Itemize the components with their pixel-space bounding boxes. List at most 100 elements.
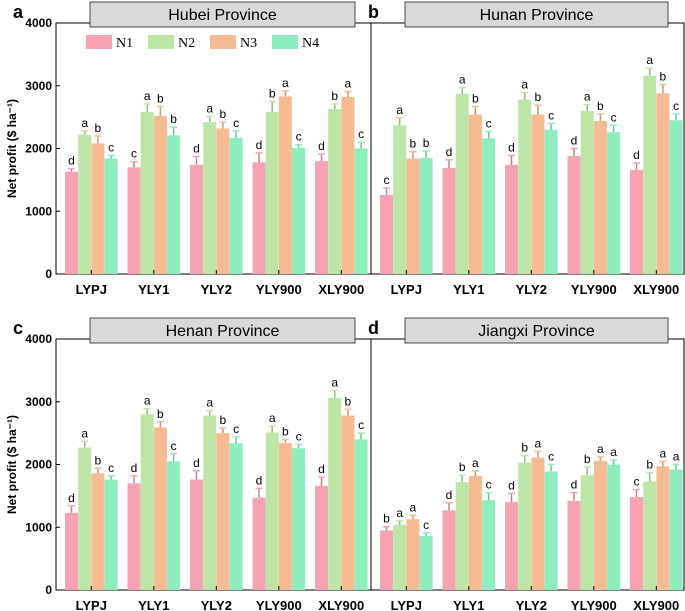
panel-a-letter-N3-XLY900: a — [345, 76, 352, 90]
panel-b-letter-N3-YLY900: b — [597, 99, 604, 113]
panel-a-letter-N2-YLY2: a — [206, 101, 213, 115]
panel-b-letter-N1-YLY900: d — [571, 134, 578, 148]
panel-b-title: Hunan Province — [480, 7, 594, 24]
panel-c-ytick-label: 4000 — [25, 332, 52, 346]
panel-a-legend-swatch-N2 — [148, 35, 174, 49]
panel-d-letter-N3-LYPJ: a — [410, 500, 417, 514]
panel-a-letter-N3-LYPJ: b — [95, 121, 102, 135]
panel-d-letter-N2-YLY1: b — [459, 460, 466, 474]
panel-b-bar-N4-YLY2 — [544, 129, 558, 274]
panel-a-title: Hubei Province — [168, 7, 277, 24]
panel-a-xtick-label: LYPJ — [76, 282, 107, 297]
panel-c-bar-N2-LYPJ — [78, 447, 92, 590]
panel-d-bar-N4-YLY2 — [544, 471, 558, 590]
panel-b-letter-N3-XLY900: b — [660, 69, 667, 83]
panel-c-letter-N1-LYPJ: d — [68, 491, 75, 505]
panel-a-bar-N3-LYPJ — [91, 143, 105, 274]
panel-a-ylabel: Net profit ($ ha⁻¹) — [5, 99, 19, 198]
panel-d-bar-N2-YLY1 — [455, 482, 469, 590]
panel-d-bar-N3-YLY2 — [531, 457, 545, 590]
panel-d-bar-N3-LYPJ — [406, 519, 420, 590]
panel-a-ytick-label: 1000 — [25, 204, 52, 218]
panel-b-letter-N1-XLY900: d — [633, 148, 640, 162]
panel-c-bar-N3-YLY900 — [278, 443, 292, 590]
panel-a-label: a — [13, 2, 24, 22]
panel-a-bar-N2-YLY900 — [265, 112, 279, 274]
panel-b-bar-N3-XLY900 — [656, 93, 670, 274]
panel-d-xtick-label: YLY900 — [571, 598, 617, 611]
panel-d-bar-N2-XLY900 — [643, 481, 657, 590]
panel-c-letter-N2-YLY2: a — [206, 396, 213, 410]
panel-a-legend-N3: N3 — [240, 36, 257, 51]
panel-d-letter-N3-YLY1: a — [472, 456, 479, 470]
panel-a-ytick-label: 2000 — [25, 142, 52, 156]
panel-b-bar-N4-YLY900 — [607, 132, 621, 274]
panel-c-bar-N4-XLY900 — [354, 439, 368, 590]
panel-d-letter-N1-XLY900: c — [634, 475, 640, 489]
panel-a-letter-N1-LYPJ: d — [68, 154, 75, 168]
panel-a-bar-N1-XLY900 — [315, 161, 328, 274]
panel-b-bar-N2-YLY1 — [455, 93, 469, 274]
panel-b-xtick-label: YLY900 — [571, 282, 617, 297]
panel-a-bar-N4-XLY900 — [354, 148, 368, 274]
panel-d-xtick-label: XLY900 — [633, 598, 679, 611]
panel-a-letter-N2-XLY900: b — [331, 89, 338, 103]
panel-d-bar-N1-YLY900 — [567, 500, 581, 590]
panel-d-letter-N4-LYPJ: c — [423, 518, 429, 532]
panel-b-letter-N4-YLY900: c — [611, 110, 617, 124]
panel-d-letter-N2-YLY2: b — [521, 441, 528, 455]
panel-d-bar-N1-YLY2 — [505, 502, 518, 590]
panel-b-bar-N1-YLY1 — [442, 167, 456, 274]
panel-a-letter-N1-YLY1: c — [131, 147, 137, 161]
panel-a-xtick-label: YLY1 — [138, 282, 169, 297]
panel-b-letter-N4-XLY900: c — [673, 99, 679, 113]
panel-d-letter-N2-LYPJ: a — [396, 506, 403, 520]
panel-a-bar-N2-YLY2 — [203, 122, 217, 275]
panel-b-letter-N3-LYPJ: b — [410, 137, 417, 151]
panel-c-letter-N4-XLY900: c — [358, 418, 364, 432]
panel-d-letter-N4-YLY2: c — [548, 450, 554, 464]
panel-b-xtick-label: LYPJ — [391, 282, 422, 297]
panel-b-letter-N1-YLY1: d — [446, 145, 453, 159]
panel-c-letter-N3-YLY900: b — [282, 424, 289, 438]
panel-c-letter-N1-YLY2: d — [193, 456, 200, 470]
panel-d-label: d — [368, 318, 379, 338]
panel-d-letter-N4-YLY900: a — [610, 445, 617, 459]
panel-b-bar-N1-XLY900 — [630, 169, 643, 274]
panel-d-bar-N1-YLY1 — [442, 510, 456, 590]
panel-c-bar-N3-YLY1 — [153, 427, 167, 590]
panel-a-xtick-label: YLY900 — [256, 282, 302, 297]
panel-c-xtick-label: XLY900 — [318, 598, 364, 611]
panel-d-letter-N1-YLY900: d — [571, 478, 578, 492]
panel-d-bar-N3-YLY1 — [468, 475, 482, 590]
panel-a-xtick-label: YLY2 — [201, 282, 232, 297]
panel-a-xtick-label: XLY900 — [318, 282, 364, 297]
panel-a-legend-N2: N2 — [178, 36, 195, 51]
panel-b-bar-N2-LYPJ — [393, 125, 407, 274]
panel-c-bar-N1-YLY900 — [252, 497, 266, 590]
panel-a-legend-swatch-N4 — [272, 35, 298, 49]
panel-b-letter-N4-YLY1: c — [486, 117, 492, 131]
panel-c-letter-N1-YLY900: d — [256, 473, 263, 487]
panel-d-bar-N1-LYPJ — [380, 530, 393, 590]
panel-b-bar-N3-YLY1 — [468, 114, 482, 275]
panel-c-xtick-label: YLY1 — [138, 598, 169, 611]
panel-d-bar-N4-LYPJ — [419, 536, 433, 590]
panel-c-bar-N4-YLY2 — [229, 443, 243, 590]
panel-c-letter-N3-XLY900: b — [345, 394, 352, 408]
panel-a-legend-swatch-N3 — [210, 35, 236, 49]
panel-c-letter-N3-LYPJ: b — [95, 453, 102, 467]
panel-b-bar-N1-YLY900 — [567, 156, 581, 274]
panel-d-title-box — [404, 317, 669, 344]
panel-c-bar-N3-XLY900 — [341, 415, 355, 590]
panel-a-bar-N2-LYPJ — [78, 134, 92, 274]
panel-b-bar-N4-YLY1 — [482, 138, 496, 274]
panel-a-bar-N4-LYPJ — [104, 158, 118, 274]
panel-c-bar-N2-YLY900 — [265, 432, 279, 590]
panel-b-letter-N4-LYPJ: b — [423, 136, 430, 150]
panel-b-xtick-label: XLY900 — [633, 282, 679, 297]
panel-a-legend-N1: N1 — [116, 36, 133, 51]
panel-a-letter-N1-YLY2: d — [193, 142, 200, 156]
panel-b-letter-N4-YLY2: c — [548, 108, 554, 122]
panel-c-letter-N2-YLY900: a — [269, 411, 276, 425]
